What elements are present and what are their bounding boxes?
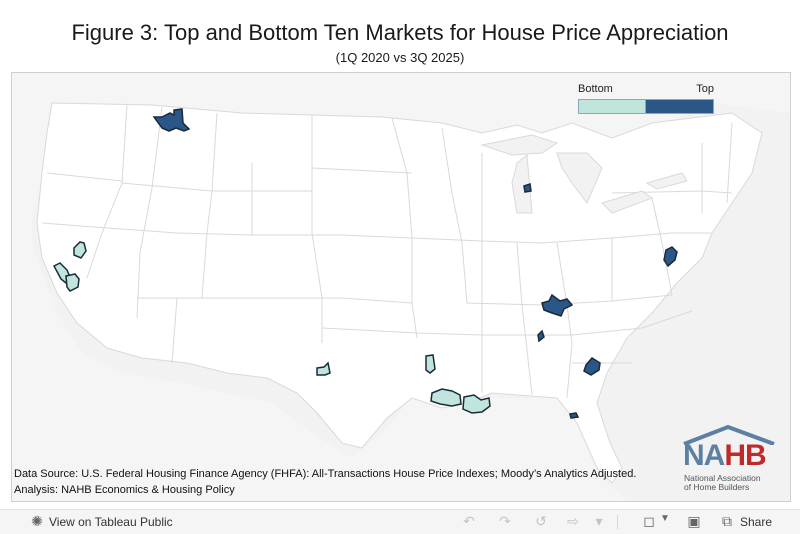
market-west-texas[interactable] bbox=[316, 361, 331, 376]
nahb-logo: NAHB National Association of Home Builde… bbox=[680, 425, 778, 495]
figure-subtitle: (1Q 2020 vs 3Q 2025) bbox=[335, 50, 465, 65]
market-south-carolina[interactable] bbox=[583, 357, 601, 376]
great-lakes bbox=[480, 134, 688, 214]
source-line: Data Source: U.S. Federal Housing Financ… bbox=[14, 468, 637, 480]
roof-icon bbox=[683, 425, 775, 445]
us-landmass bbox=[12, 73, 790, 501]
map-viz[interactable]: Bottom Top Data Source: U.S. Federal Hou… bbox=[11, 72, 791, 502]
market-central-california[interactable] bbox=[65, 273, 80, 292]
map-legend: Bottom Top bbox=[578, 83, 714, 119]
nahb-tagline: National Association of Home Builders bbox=[684, 473, 761, 492]
comment-icon[interactable]: ◻ bbox=[643, 513, 655, 529]
redo-icon[interactable]: ↷ bbox=[499, 513, 511, 529]
legend-top-swatch[interactable] bbox=[645, 99, 714, 114]
tableau-toolbar: ✺ View on Tableau Public ↶ ↷ ↺ ⇨ ▾ ◻ ▼ ▣… bbox=[0, 509, 800, 534]
market-louisiana-coastal[interactable] bbox=[430, 388, 462, 407]
fullscreen-icon[interactable]: ▣ bbox=[687, 513, 701, 529]
toolbar-divider bbox=[617, 515, 618, 529]
legend-bottom-swatch[interactable] bbox=[578, 99, 647, 114]
download-dropdown-icon[interactable]: ▼ bbox=[660, 513, 670, 524]
market-florida[interactable] bbox=[569, 412, 580, 419]
share-icon[interactable]: ⧉ bbox=[722, 513, 732, 529]
market-michigan[interactable] bbox=[523, 183, 532, 193]
tableau-logo-icon: ✺ bbox=[31, 513, 43, 529]
market-louisiana-north[interactable] bbox=[425, 354, 436, 374]
state-borders bbox=[41, 104, 733, 399]
revert-icon[interactable]: ↺ bbox=[535, 513, 547, 529]
market-markers bbox=[52, 108, 678, 419]
analysis-line: Analysis: NAHB Economics & Housing Polic… bbox=[14, 484, 235, 496]
market-louisiana-southeast[interactable] bbox=[462, 394, 491, 414]
undo-icon[interactable]: ↶ bbox=[463, 513, 475, 529]
us-lower48 bbox=[36, 102, 763, 484]
market-delaware[interactable] bbox=[663, 246, 678, 268]
share-button[interactable]: Share bbox=[740, 515, 773, 529]
legend-top-label: Top bbox=[696, 83, 714, 95]
legend-bottom-label: Bottom bbox=[578, 83, 613, 95]
view-on-tableau-link[interactable]: View on Tableau Public bbox=[49, 515, 173, 529]
nahb-wordmark: NAHB bbox=[683, 439, 767, 472]
refresh-icon[interactable]: ⇨ bbox=[567, 513, 579, 529]
figure-title: Figure 3: Top and Bottom Ten Markets for… bbox=[71, 20, 729, 45]
market-tennessee-south[interactable] bbox=[537, 329, 545, 343]
market-nevada-california[interactable] bbox=[73, 241, 87, 259]
us-map bbox=[12, 73, 790, 501]
market-tennessee[interactable] bbox=[541, 293, 574, 317]
market-montana[interactable] bbox=[152, 108, 191, 132]
pause-dropdown-icon[interactable]: ▾ bbox=[595, 513, 603, 529]
data-source-note: Data Source: U.S. Federal Housing Financ… bbox=[14, 466, 636, 498]
